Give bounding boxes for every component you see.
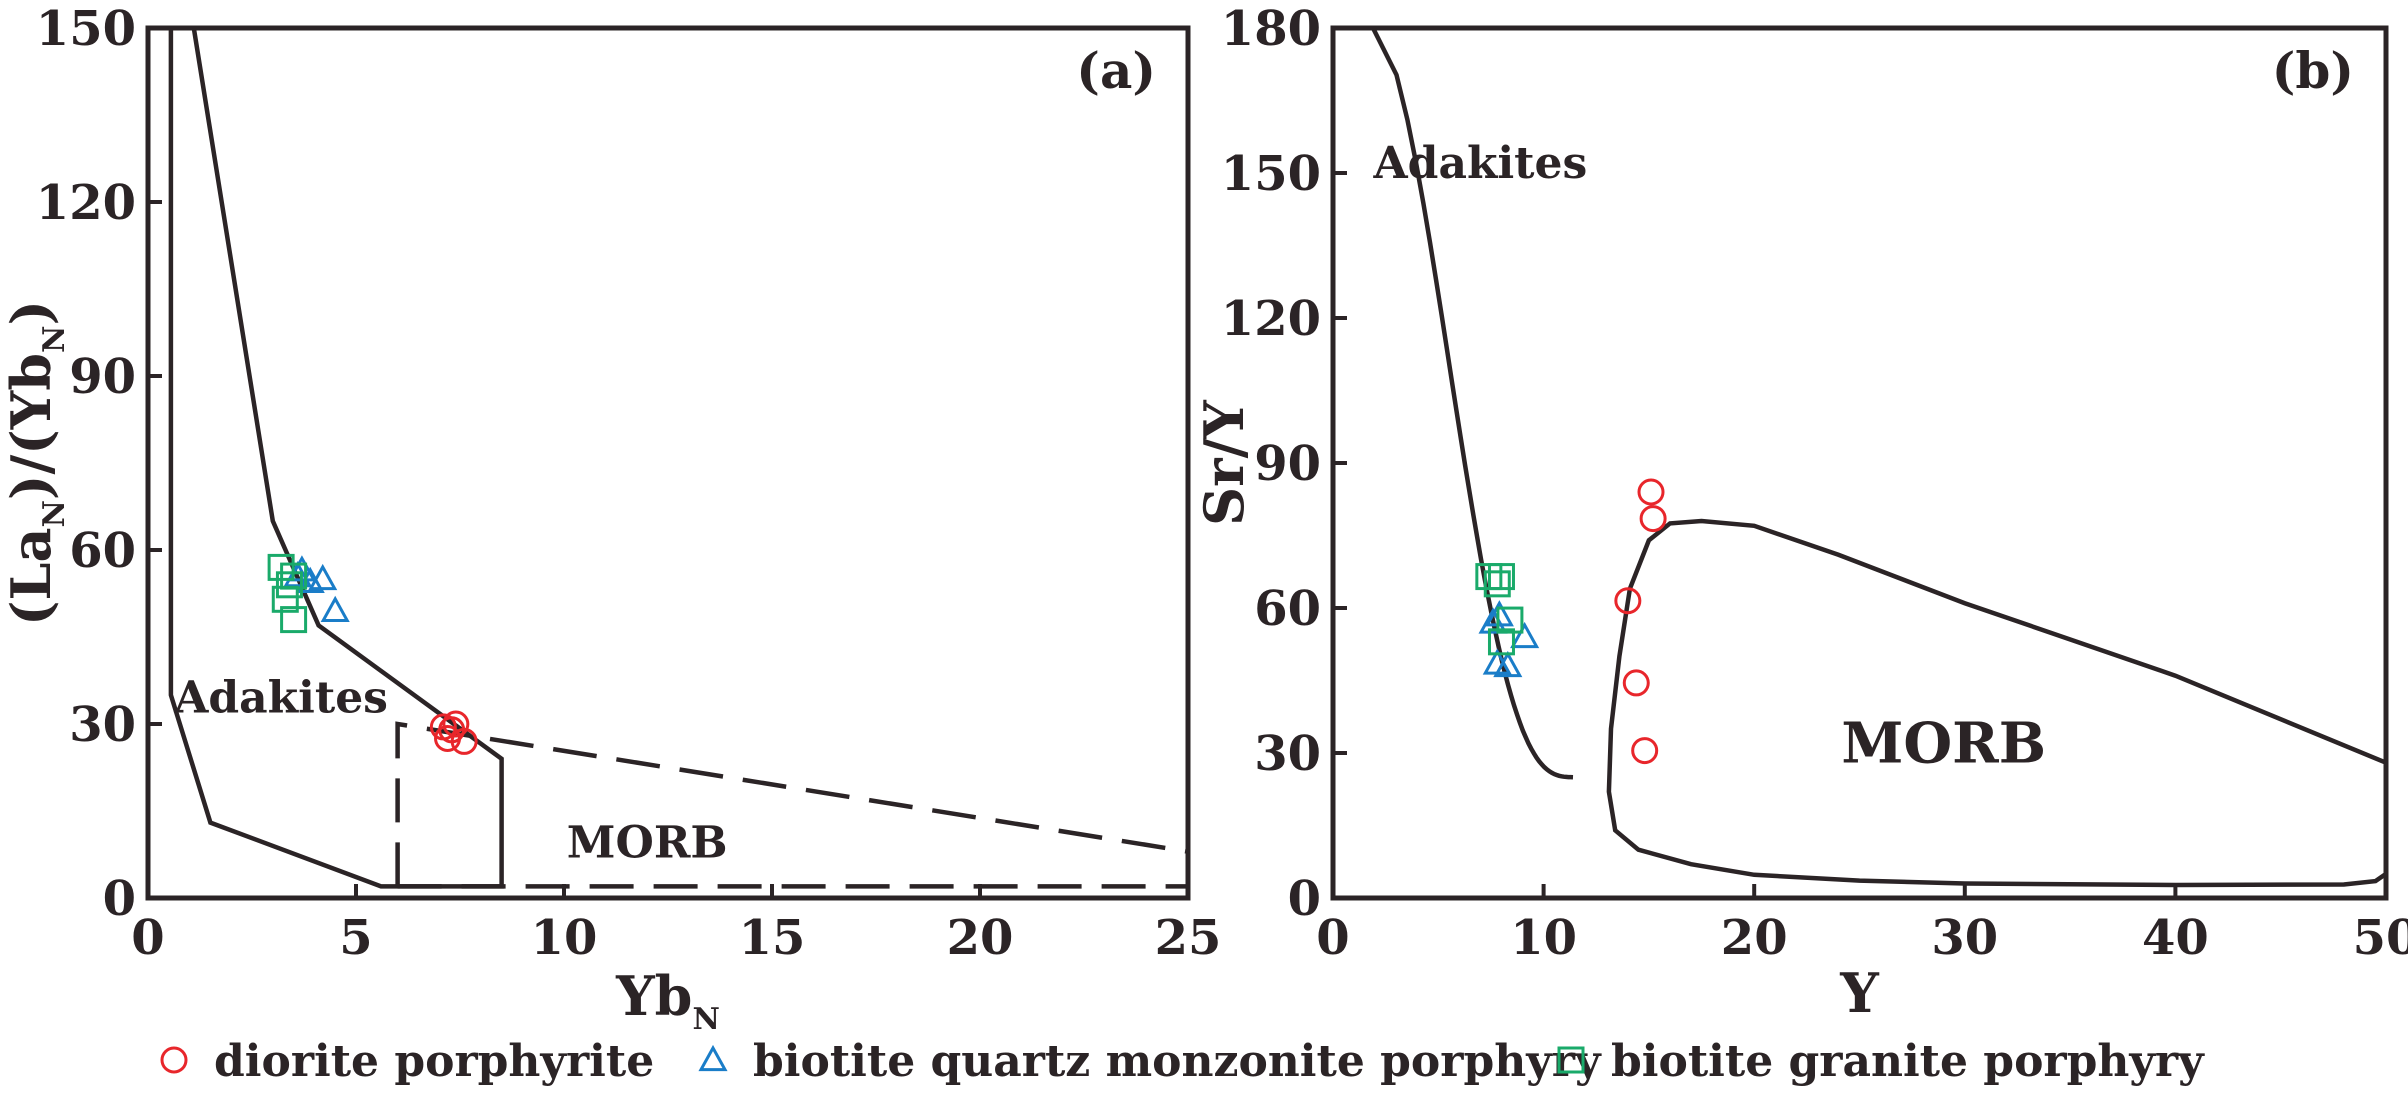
data-point-diorite (434, 725, 462, 752)
y-tick-label: 0 (103, 871, 136, 927)
panel-b-data-marks (1475, 478, 1667, 765)
data-point-diorite (1637, 478, 1665, 506)
legend-item-diorite: diorite porphyrite (160, 1036, 654, 1087)
panel-b-ticks: 0 10 20 30 40 50 0 30 60 90 120 150 180 (1221, 1, 2408, 966)
data-point-monzonite (320, 595, 350, 622)
panel-a-y-axis-label: (LaN)/(YbN) (0, 300, 72, 626)
granite-legend-marker (1557, 1046, 1585, 1074)
field-label-adakites: Adakites (1373, 138, 1588, 189)
data-point-granite (1496, 606, 1524, 634)
x-tick-label: 20 (947, 910, 1014, 966)
x-tick-label: 10 (1510, 910, 1577, 966)
series-diorite (429, 710, 478, 755)
legend-item-granite: biotite granite porphyry (1557, 1036, 2205, 1087)
data-point-diorite (1614, 587, 1642, 615)
series-granite (267, 553, 308, 634)
panel-a-frame (145, 25, 1191, 901)
data-point-granite (1483, 570, 1511, 598)
x-tick-label: 0 (131, 910, 164, 966)
adakite-field-boundary (1370, 26, 1574, 780)
morb-field-boundary (1606, 518, 2388, 888)
x-tick-label: 0 (1316, 910, 1349, 966)
data-point-diorite (1631, 737, 1659, 765)
panel-b-field-labels: Adakites MORB (1373, 138, 2046, 777)
data-point-granite (280, 606, 308, 634)
y-tick-label: 150 (1221, 146, 1321, 202)
panel-a-x-axis-label: YbN (615, 964, 720, 1037)
data-point-granite (275, 571, 303, 599)
panel-a: 0 5 10 15 20 25 0 30 60 90 120 150 (a) Adakites MORB… (0, 1, 1221, 1037)
y-tick-label: 120 (36, 175, 136, 231)
series-granite (1475, 563, 1524, 656)
x-tick-label: 5 (339, 910, 372, 966)
x-tick-label: 30 (1931, 910, 1998, 966)
y-tick-label: 180 (1221, 1, 1321, 57)
morb-field-boundary (395, 721, 1189, 889)
panel-b-y-axis-label: Sr/Y (1192, 399, 1256, 526)
data-point-granite (271, 585, 299, 613)
legend-item-monzonite: biotite quartz monzonite porphyry (698, 1036, 1602, 1087)
data-point-diorite (1639, 505, 1667, 533)
diorite-legend-marker (160, 1046, 188, 1074)
y-tick-label: 150 (36, 1, 136, 57)
x-tick-label: 10 (531, 910, 598, 966)
data-point-granite (1487, 628, 1515, 656)
y-tick-label: 90 (1254, 436, 1321, 492)
panel-a-label: (a) (1076, 41, 1156, 100)
field-label-morb: MORB (567, 817, 728, 868)
y-tick-label: 30 (1254, 726, 1321, 782)
y-tick-label: 60 (1254, 581, 1321, 637)
x-tick-label: 40 (2142, 910, 2209, 966)
legend-label: biotite quartz monzonite porphyry (753, 1036, 1602, 1087)
y-tick-label: 120 (1221, 291, 1321, 347)
panel-b-label: (b) (2272, 41, 2354, 100)
panel-a-data-marks (267, 553, 478, 755)
legend-label: biotite granite porphyry (1611, 1036, 2205, 1087)
legend: diorite porphyrite biotite quartz monzoni… (160, 1036, 2205, 1087)
x-tick-label: 15 (739, 910, 806, 966)
legend-label: diorite porphyrite (214, 1036, 654, 1087)
panel-a-field-labels: Adakites MORB (173, 672, 727, 868)
x-tick-label: 20 (1721, 910, 1788, 966)
monzonite-legend-marker (698, 1044, 728, 1072)
field-label-morb: MORB (1841, 711, 2046, 777)
y-tick-label: 30 (69, 697, 136, 753)
y-tick-label: 90 (69, 349, 136, 405)
data-point-monzonite (308, 563, 338, 591)
x-tick-label: 25 (1155, 910, 1222, 966)
panel-b-x-axis-label: Y (1839, 961, 1880, 1025)
y-tick-label: 0 (1288, 871, 1321, 927)
y-tick-label: 60 (69, 523, 136, 579)
data-point-granite (1487, 563, 1515, 591)
adakite-field-boundary (168, 27, 504, 889)
data-point-diorite (1622, 669, 1650, 697)
data-point-diorite (450, 727, 478, 755)
data-point-diorite (442, 710, 470, 738)
field-label-adakites: Adakites (173, 672, 388, 723)
panel-b: 0 10 20 30 40 50 0 30 60 90 120 150 180 (b) Adakites… (1192, 1, 2408, 1025)
data-point-monzonite (1510, 621, 1540, 649)
data-point-monzonite (1493, 650, 1523, 678)
x-tick-label: 50 (2353, 910, 2408, 966)
panel-a-ticks: 0 5 10 15 20 25 0 30 60 90 120 150 (36, 1, 1222, 966)
series-diorite (1614, 478, 1667, 765)
